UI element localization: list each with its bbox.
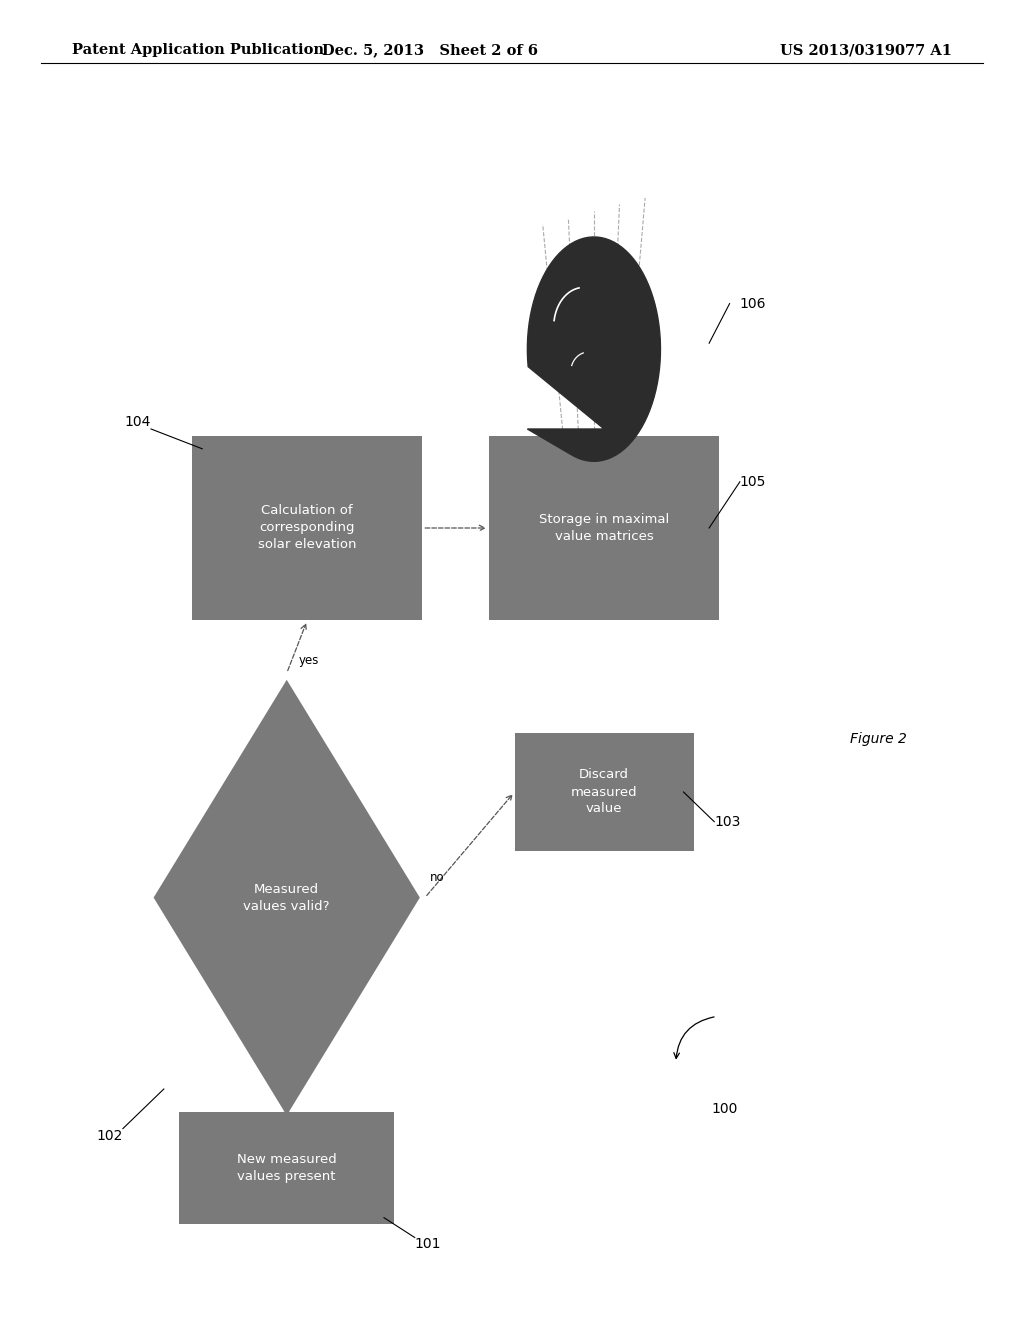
FancyBboxPatch shape [514,733,694,851]
Text: Measured
values valid?: Measured values valid? [244,883,330,912]
Text: Discard
measured
value: Discard measured value [570,768,638,816]
Text: yes: yes [299,653,319,667]
Polygon shape [527,238,660,461]
Text: Calculation of
corresponding
solar elevation: Calculation of corresponding solar eleva… [258,504,356,552]
Text: 105: 105 [739,475,766,488]
FancyBboxPatch shape [193,436,422,620]
Text: 103: 103 [715,814,740,829]
Text: US 2013/0319077 A1: US 2013/0319077 A1 [780,44,952,57]
Text: 100: 100 [712,1102,738,1115]
Text: 102: 102 [96,1129,123,1143]
FancyBboxPatch shape [489,436,719,620]
Text: 104: 104 [125,414,152,429]
Text: Patent Application Publication: Patent Application Publication [72,44,324,57]
FancyBboxPatch shape [179,1111,394,1225]
Text: 101: 101 [415,1238,441,1251]
Text: New measured
values present: New measured values present [237,1154,337,1183]
Text: no: no [430,871,444,884]
Text: Figure 2: Figure 2 [850,733,907,746]
Text: Dec. 5, 2013   Sheet 2 of 6: Dec. 5, 2013 Sheet 2 of 6 [323,44,538,57]
Polygon shape [154,680,420,1115]
Text: Storage in maximal
value matrices: Storage in maximal value matrices [539,513,670,543]
Text: 106: 106 [739,297,766,310]
